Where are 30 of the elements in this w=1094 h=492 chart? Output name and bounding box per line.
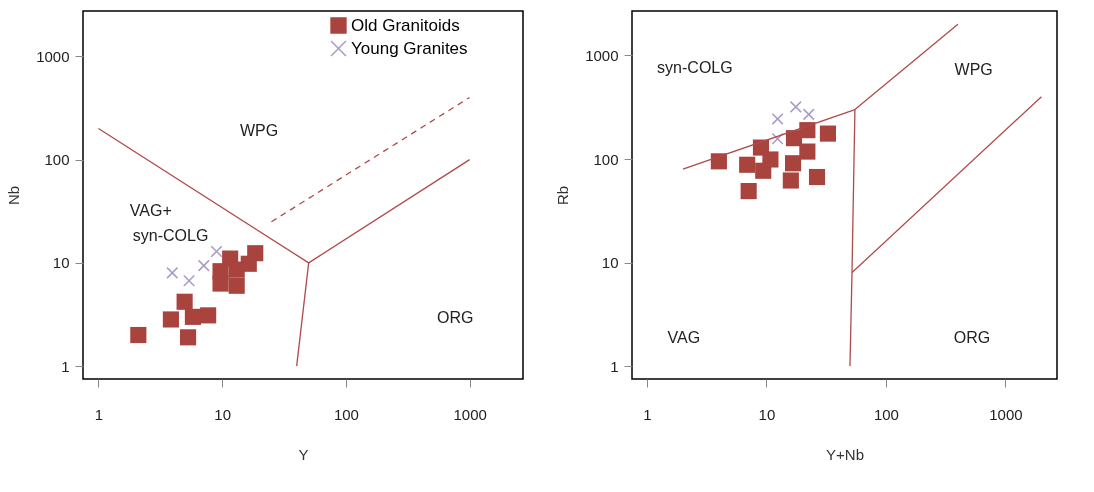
legend-label: Young Granites	[351, 38, 468, 58]
y-axis-title: Rb	[554, 185, 572, 206]
annotation: VAG+	[129, 201, 172, 219]
y-tick-label: 10	[52, 254, 70, 272]
annotation: ORG	[437, 308, 474, 326]
x-tick-label: 1000	[989, 405, 1023, 423]
x-tick-label: 10	[758, 405, 776, 423]
x-tick-label: 1000	[453, 405, 487, 423]
annotation: syn-COLG	[657, 59, 733, 77]
x-tick-label: 100	[333, 405, 359, 423]
y-axis-title: Nb	[5, 185, 23, 206]
annotation: VAG	[667, 329, 701, 347]
x-tick-label: 1	[94, 405, 104, 423]
legend-label: Old Granitoids	[351, 15, 460, 35]
y-tick-label: 1000	[36, 47, 70, 65]
x-tick-label: 1	[643, 405, 652, 423]
x-axis-title: Y	[298, 445, 309, 463]
y-tick-label: 10	[601, 254, 619, 272]
y-tick-label: 1000	[585, 46, 619, 64]
y-tick-label: 100	[44, 151, 70, 169]
x-tick-label: 10	[214, 405, 232, 423]
y-tick-label: 1	[610, 357, 619, 375]
annotation: syn-COLG	[132, 226, 209, 244]
annotation: WPG	[954, 60, 993, 78]
y-tick-label: 1	[61, 357, 70, 375]
x-tick-label: 100	[873, 405, 899, 423]
annotation: WPG	[239, 121, 279, 139]
annotation: ORG	[953, 329, 991, 347]
y-tick-label: 100	[593, 150, 619, 168]
x-axis-title: Y+Nb	[826, 445, 864, 463]
